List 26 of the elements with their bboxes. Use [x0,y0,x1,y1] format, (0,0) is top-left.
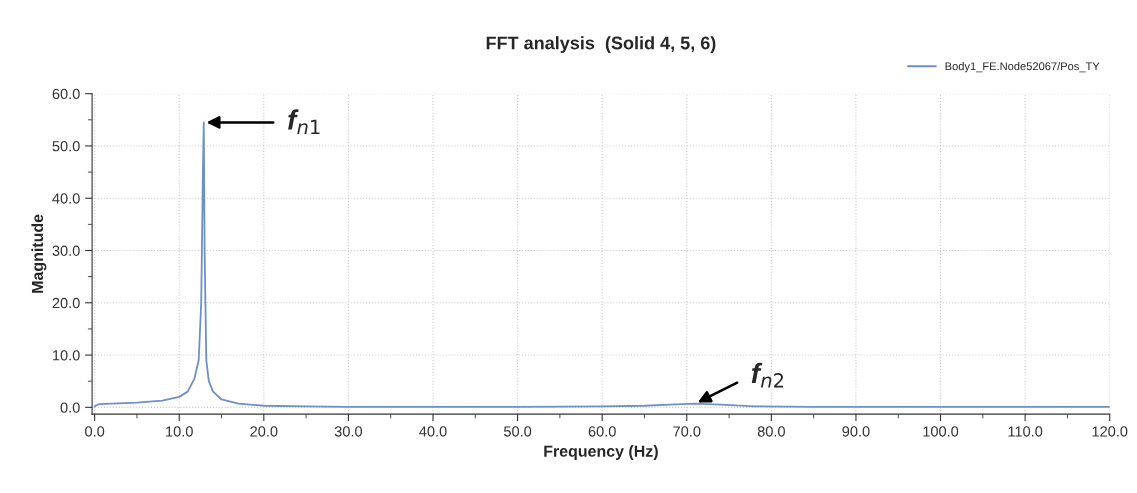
x-tick-label: 50.0 [503,426,532,437]
x-tick-label: 80.0 [757,426,785,437]
y-tick-label: 40.0 [52,193,80,204]
y-tick-label: 0.0 [60,402,80,413]
x-tick-label: 10.0 [166,426,193,437]
x-tick-label: 0.0 [85,426,105,437]
x-axis-title: Frequency (Hz) [544,445,658,460]
x-tick-label: 30.0 [334,426,363,437]
y-tick-label: 20.0 [52,297,80,309]
x-tick-label: 20.0 [250,426,278,437]
x-tick-label: 120.0 [1092,426,1128,437]
y-tick-label: 60.0 [52,88,80,100]
annotation: f$_{n2}$ [751,362,784,388]
annotation: f$_{n1}$ [288,109,320,135]
x-tick-label: 90.0 [842,426,870,437]
x-tick-label: 60.0 [588,426,616,437]
y-tick-label: 30.0 [52,245,80,256]
y-tick-label: 10.0 [53,350,80,361]
chart-title: FFT analysis (Solid 4, 5, 6) [486,36,716,53]
y-axis-title: Magnitude [31,214,47,293]
x-tick-label: 70.0 [673,426,701,437]
x-tick-label: 100.0 [923,426,959,437]
y-tick-label: 50.0 [52,141,80,152]
legend-label: Body1_FE.Node52067/Pos_TY [945,62,1100,73]
x-tick-label: 110.0 [1008,426,1043,437]
x-tick-label: 40.0 [419,426,447,437]
